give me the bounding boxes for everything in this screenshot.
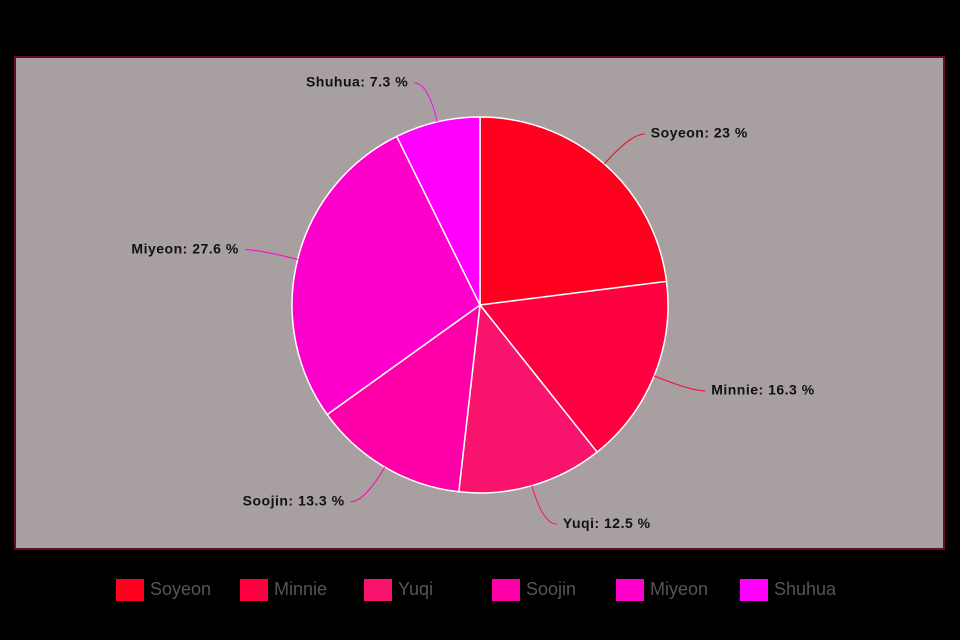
value-label: Soojin: 13.3 %: [243, 492, 345, 508]
pie-slice: [457, 303, 599, 494]
legend-label: Soojin: [526, 579, 576, 599]
leader-line: [414, 82, 438, 123]
pie-slice: [291, 135, 481, 416]
legend-label: Minnie: [274, 579, 327, 599]
pie-slice: [478, 280, 669, 454]
value-label: Miyeon: 27.6 %: [131, 240, 238, 256]
legend-swatch: [740, 579, 768, 601]
legend-label: Soyeon: [150, 579, 211, 599]
legend-swatch: [116, 579, 144, 601]
value-label: Yuqi: 12.5 %: [563, 515, 651, 531]
pie-slice: [326, 303, 481, 493]
legend-label: Yuqi: [398, 579, 433, 599]
value-label: Minnie: 16.3 %: [711, 382, 815, 398]
legend-swatch: [616, 579, 644, 601]
leader-line: [653, 375, 706, 392]
leader-line: [531, 485, 557, 525]
legend-label: Shuhua: [774, 579, 837, 599]
legend-swatch: [492, 579, 520, 601]
legend-swatch: [364, 579, 392, 601]
value-label: Soyeon: 23 %: [651, 125, 748, 141]
leader-line: [350, 466, 386, 503]
leader-line: [244, 249, 298, 260]
value-label: Shuhua: 7.3 %: [306, 74, 408, 90]
legend-label: Miyeon: [650, 579, 708, 599]
leader-line: [603, 133, 645, 165]
legend-swatch: [240, 579, 268, 601]
